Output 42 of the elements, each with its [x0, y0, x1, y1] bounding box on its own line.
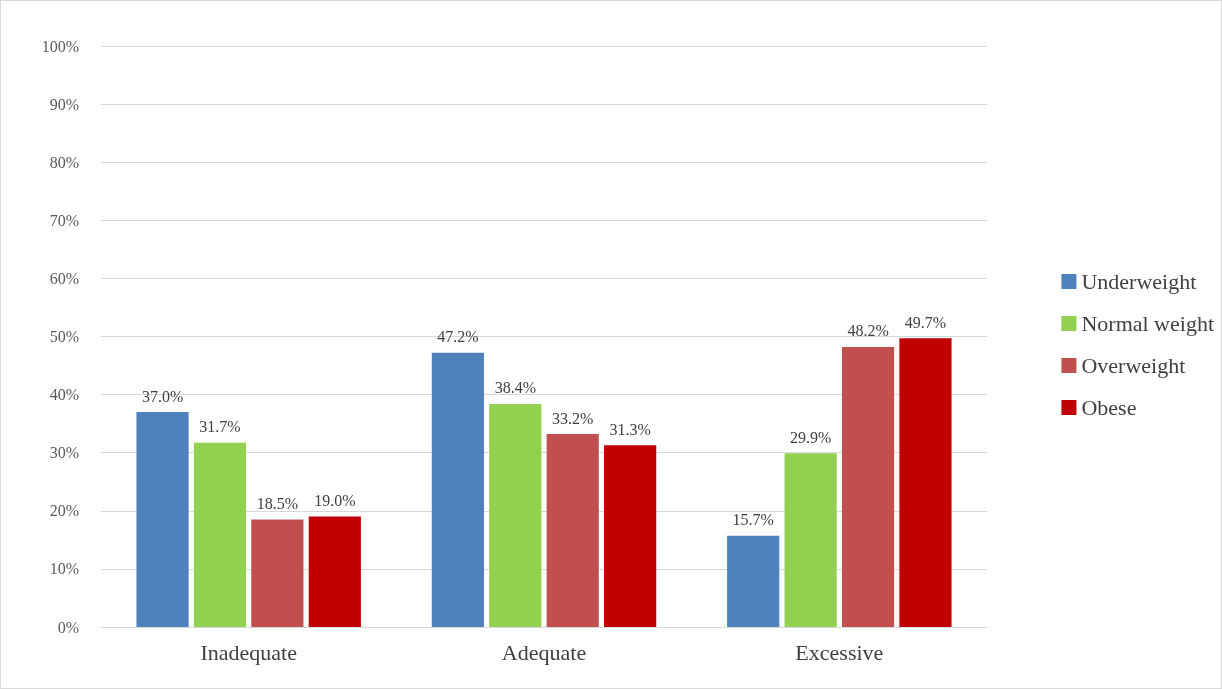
bar — [784, 453, 837, 627]
bar — [136, 412, 189, 627]
data-label: 29.9% — [789, 428, 832, 446]
data-label: 37.0% — [141, 387, 184, 405]
data-label: 33.2% — [552, 409, 594, 427]
bar — [546, 434, 599, 627]
bar — [604, 445, 657, 627]
y-tick-label: 60% — [49, 269, 79, 287]
data-label: 31.7% — [199, 418, 241, 436]
legend-label: Overweight — [1081, 353, 1186, 378]
y-tick-label: 40% — [49, 386, 79, 404]
legend-label: Underweight — [1081, 269, 1197, 294]
y-tick-label: 100% — [41, 37, 79, 55]
bar — [899, 338, 952, 627]
legend-label: Normal weight — [1081, 311, 1215, 336]
y-tick-label: 10% — [49, 560, 79, 578]
legend-label: Obese — [1081, 395, 1137, 420]
bar — [841, 346, 895, 627]
y-tick-label: 30% — [49, 444, 79, 462]
data-label: 19.0% — [314, 492, 356, 510]
data-label: 49.7% — [904, 313, 947, 331]
y-tick-label: 20% — [49, 502, 79, 520]
data-label: 18.5% — [256, 495, 299, 513]
x-tick-label: Adequate — [501, 639, 587, 665]
data-label: 38.4% — [494, 379, 536, 397]
data-label: 48.2% — [847, 322, 889, 340]
x-tick-label: Excessive — [795, 639, 884, 665]
y-tick-label: 90% — [49, 95, 79, 113]
data-label: 15.7% — [732, 511, 774, 529]
y-tick-label: 70% — [49, 211, 79, 229]
data-label: 47.2% — [437, 328, 479, 346]
bar — [489, 403, 542, 627]
bar — [251, 519, 304, 627]
bar — [727, 535, 780, 627]
bar — [431, 352, 484, 627]
x-tick-label: Inadequate — [200, 639, 297, 665]
bar — [308, 516, 361, 627]
y-tick-label: 0% — [57, 618, 79, 636]
bar — [193, 442, 247, 627]
y-tick-label: 50% — [49, 328, 79, 345]
y-tick-label: 80% — [49, 153, 79, 171]
data-label: 31.3% — [609, 420, 651, 438]
